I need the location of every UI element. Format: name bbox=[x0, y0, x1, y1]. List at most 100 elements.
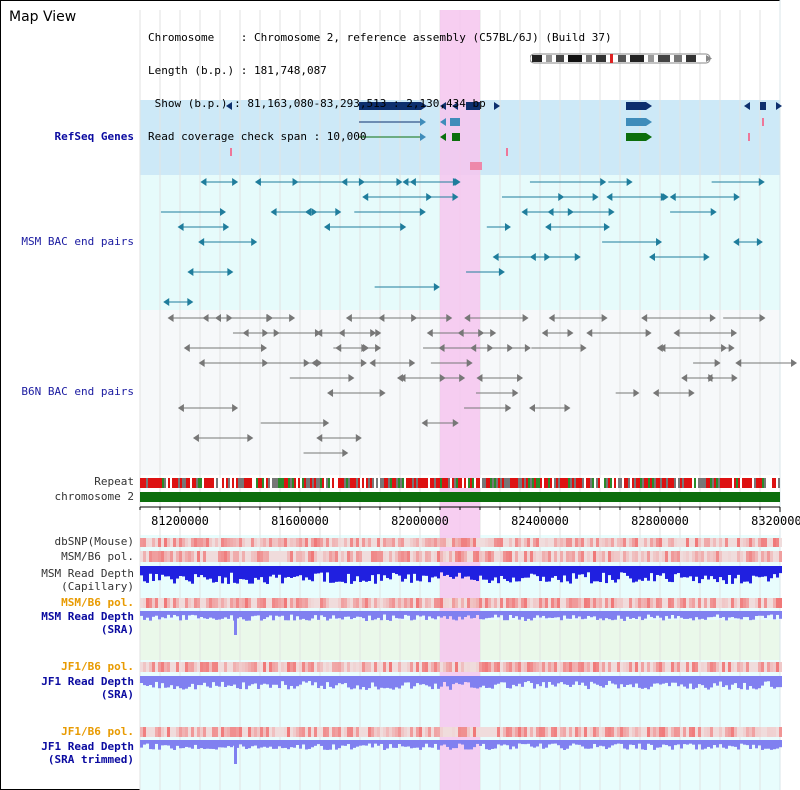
repeat-segment bbox=[244, 478, 246, 488]
msm-b6-pol-sra-strip bbox=[311, 598, 314, 608]
repeat-segment bbox=[452, 478, 454, 488]
msm-b6-pol-sra-label[interactable]: MSM/B6 pol. bbox=[61, 596, 134, 609]
dbsnp-strip bbox=[233, 538, 236, 547]
repeat-segment bbox=[674, 478, 676, 488]
repeat-segment bbox=[680, 478, 682, 488]
jf1-b6-pol-strip bbox=[401, 662, 404, 672]
msm-depth-sra-bar bbox=[491, 611, 494, 618]
msm-b6-pol-strip bbox=[245, 551, 248, 562]
jf1-depth-trimmed-bar bbox=[377, 740, 380, 746]
msm-b6-pol-sra-strip bbox=[254, 598, 257, 608]
gene-block bbox=[470, 162, 482, 170]
msm-depth-sra-bar bbox=[500, 611, 503, 616]
repeat-segment bbox=[238, 478, 240, 488]
msm-depth-capillary-bar bbox=[767, 566, 770, 582]
gene-arrow bbox=[426, 329, 433, 337]
msm-b6-pol-sra-strip bbox=[377, 598, 380, 608]
msm-read-depth-sra-label[interactable]: MSM Read Depth (SRA) bbox=[0, 610, 134, 636]
refseq-genes-label[interactable]: RefSeq Genes bbox=[54, 130, 134, 143]
repeat-segment bbox=[734, 478, 736, 488]
repeat-segment bbox=[612, 478, 614, 488]
jf1-b6-pol-trimmed-strip bbox=[701, 727, 704, 737]
jf1-b6-pol-trimmed-strip bbox=[317, 727, 320, 737]
msm-depth-capillary-bar bbox=[551, 566, 554, 578]
gene-arrow bbox=[498, 268, 505, 276]
msm-b6-pol-strip bbox=[608, 551, 611, 562]
dbsnp-strip bbox=[230, 538, 233, 547]
repeat-segment bbox=[252, 478, 254, 488]
msm-depth-capillary-bar bbox=[605, 566, 608, 584]
jf1-read-depth-trimmed-label[interactable]: JF1 Read Depth (SRA trimmed) bbox=[0, 740, 134, 766]
msm-b6-pol-sra-strip bbox=[719, 598, 722, 608]
msm-b6-pol-sra-strip bbox=[656, 598, 659, 608]
jf1-depth-trimmed-bar bbox=[350, 740, 353, 750]
jf1-b6-pol-strip bbox=[722, 662, 725, 672]
repeat-segment bbox=[454, 478, 456, 488]
jf1-b6-pol-strip bbox=[563, 662, 566, 672]
msm-depth-sra-bar bbox=[626, 611, 629, 617]
jf1-b6-pol-trimmed-strip bbox=[491, 727, 494, 737]
jf1-depth-trimmed-bar bbox=[728, 740, 731, 746]
msm-b6-pol-sra-strip bbox=[383, 598, 386, 608]
jf1-b6-pol-strip bbox=[500, 662, 503, 672]
jf1-b6-pol-strip bbox=[422, 662, 425, 672]
msm-b6-pol-sra-strip bbox=[296, 598, 299, 608]
jf1-depth-sra-bar bbox=[329, 676, 332, 687]
jf1-b6-pol-trimmed-strip bbox=[539, 727, 542, 737]
jf1-b6-pol-trimmed-strip bbox=[770, 727, 773, 737]
b6n-bac-label[interactable]: B6N BAC end pairs bbox=[21, 385, 134, 398]
msm-b6-pol-sra-strip bbox=[590, 598, 593, 608]
jf1-depth-sra-bar bbox=[374, 676, 377, 687]
msm-b6-pol-sra-strip bbox=[365, 598, 368, 608]
jf1-depth-trimmed-bar bbox=[371, 740, 374, 748]
msm-depth-sra-bar bbox=[317, 611, 320, 620]
jf1-b6-pol-trimmed-strip bbox=[692, 727, 695, 737]
msm-read-depth-capillary-label[interactable]: MSM Read Depth (Capillary) bbox=[0, 567, 134, 593]
jf1-b6-pol-trimmed-strip bbox=[191, 727, 194, 737]
repeat-segment bbox=[338, 478, 340, 488]
jf1-b6-pol-trimmed-strip bbox=[311, 727, 314, 737]
msm-b6-pol-sra-strip bbox=[620, 598, 623, 608]
jf1-depth-sra-bar bbox=[653, 676, 656, 684]
msm-depth-sra-bar bbox=[422, 611, 425, 616]
jf1-depth-trimmed-bar bbox=[476, 740, 479, 744]
msm-depth-capillary-bar bbox=[536, 566, 539, 577]
msm-b6-pol-sra-strip bbox=[662, 598, 665, 608]
jf1-depth-sra-bar bbox=[767, 676, 770, 682]
msm-b6-pol-sra-strip bbox=[554, 598, 557, 608]
jf1-depth-trimmed-bar bbox=[446, 740, 449, 747]
msm-depth-sra-bar bbox=[689, 611, 692, 619]
jf1-depth-trimmed-bar bbox=[389, 740, 392, 745]
repeat-segment bbox=[358, 478, 360, 488]
msm-b6-pol-label[interactable]: MSM/B6 pol. bbox=[61, 550, 134, 563]
msm-depth-sra-bar bbox=[437, 611, 440, 617]
msm-depth-capillary-bar bbox=[728, 566, 731, 575]
jf1-b6-pol-label[interactable]: JF1/B6 pol. bbox=[61, 660, 134, 673]
repeat-segment bbox=[502, 478, 504, 488]
jf1-b6-pol-trimmed-label[interactable]: JF1/B6 pol. bbox=[61, 725, 134, 738]
dbsnp-label[interactable]: dbSNP(Mouse) bbox=[54, 535, 134, 548]
msm-b6-pol-sra-strip bbox=[218, 598, 221, 608]
msm-depth-sra-bar bbox=[236, 611, 239, 619]
jf1-depth-sra-bar bbox=[533, 676, 536, 689]
jf1-b6-pol-trimmed-strip bbox=[524, 727, 527, 737]
msm-bac-label[interactable]: MSM BAC end pairs bbox=[21, 235, 134, 248]
gene-arrow bbox=[421, 102, 427, 110]
chromosome-ideogram[interactable] bbox=[530, 53, 715, 65]
repeat-segment bbox=[416, 478, 418, 488]
jf1-read-depth-sra-label[interactable]: JF1 Read Depth (SRA) bbox=[0, 675, 134, 701]
gene-arrow bbox=[452, 193, 459, 201]
msm-depth-sra-bar bbox=[719, 611, 722, 618]
dbsnp-strip bbox=[578, 538, 581, 547]
jf1-b6-pol-trimmed-strip bbox=[599, 727, 602, 737]
jf1-depth-trimmed-bar bbox=[512, 740, 515, 747]
msm-b6-pol-strip bbox=[458, 551, 461, 562]
msm-b6-pol-sra-strip bbox=[485, 598, 488, 608]
jf1-b6-pol-strip bbox=[155, 662, 158, 672]
msm-depth-sra-bar bbox=[503, 611, 506, 621]
msm-b6-pol-strip bbox=[677, 551, 680, 562]
jf1-depth-trimmed-bar bbox=[308, 740, 311, 749]
msm-b6-pol-sra-strip bbox=[338, 598, 341, 608]
jf1-b6-pol-trimmed-strip bbox=[455, 727, 458, 737]
